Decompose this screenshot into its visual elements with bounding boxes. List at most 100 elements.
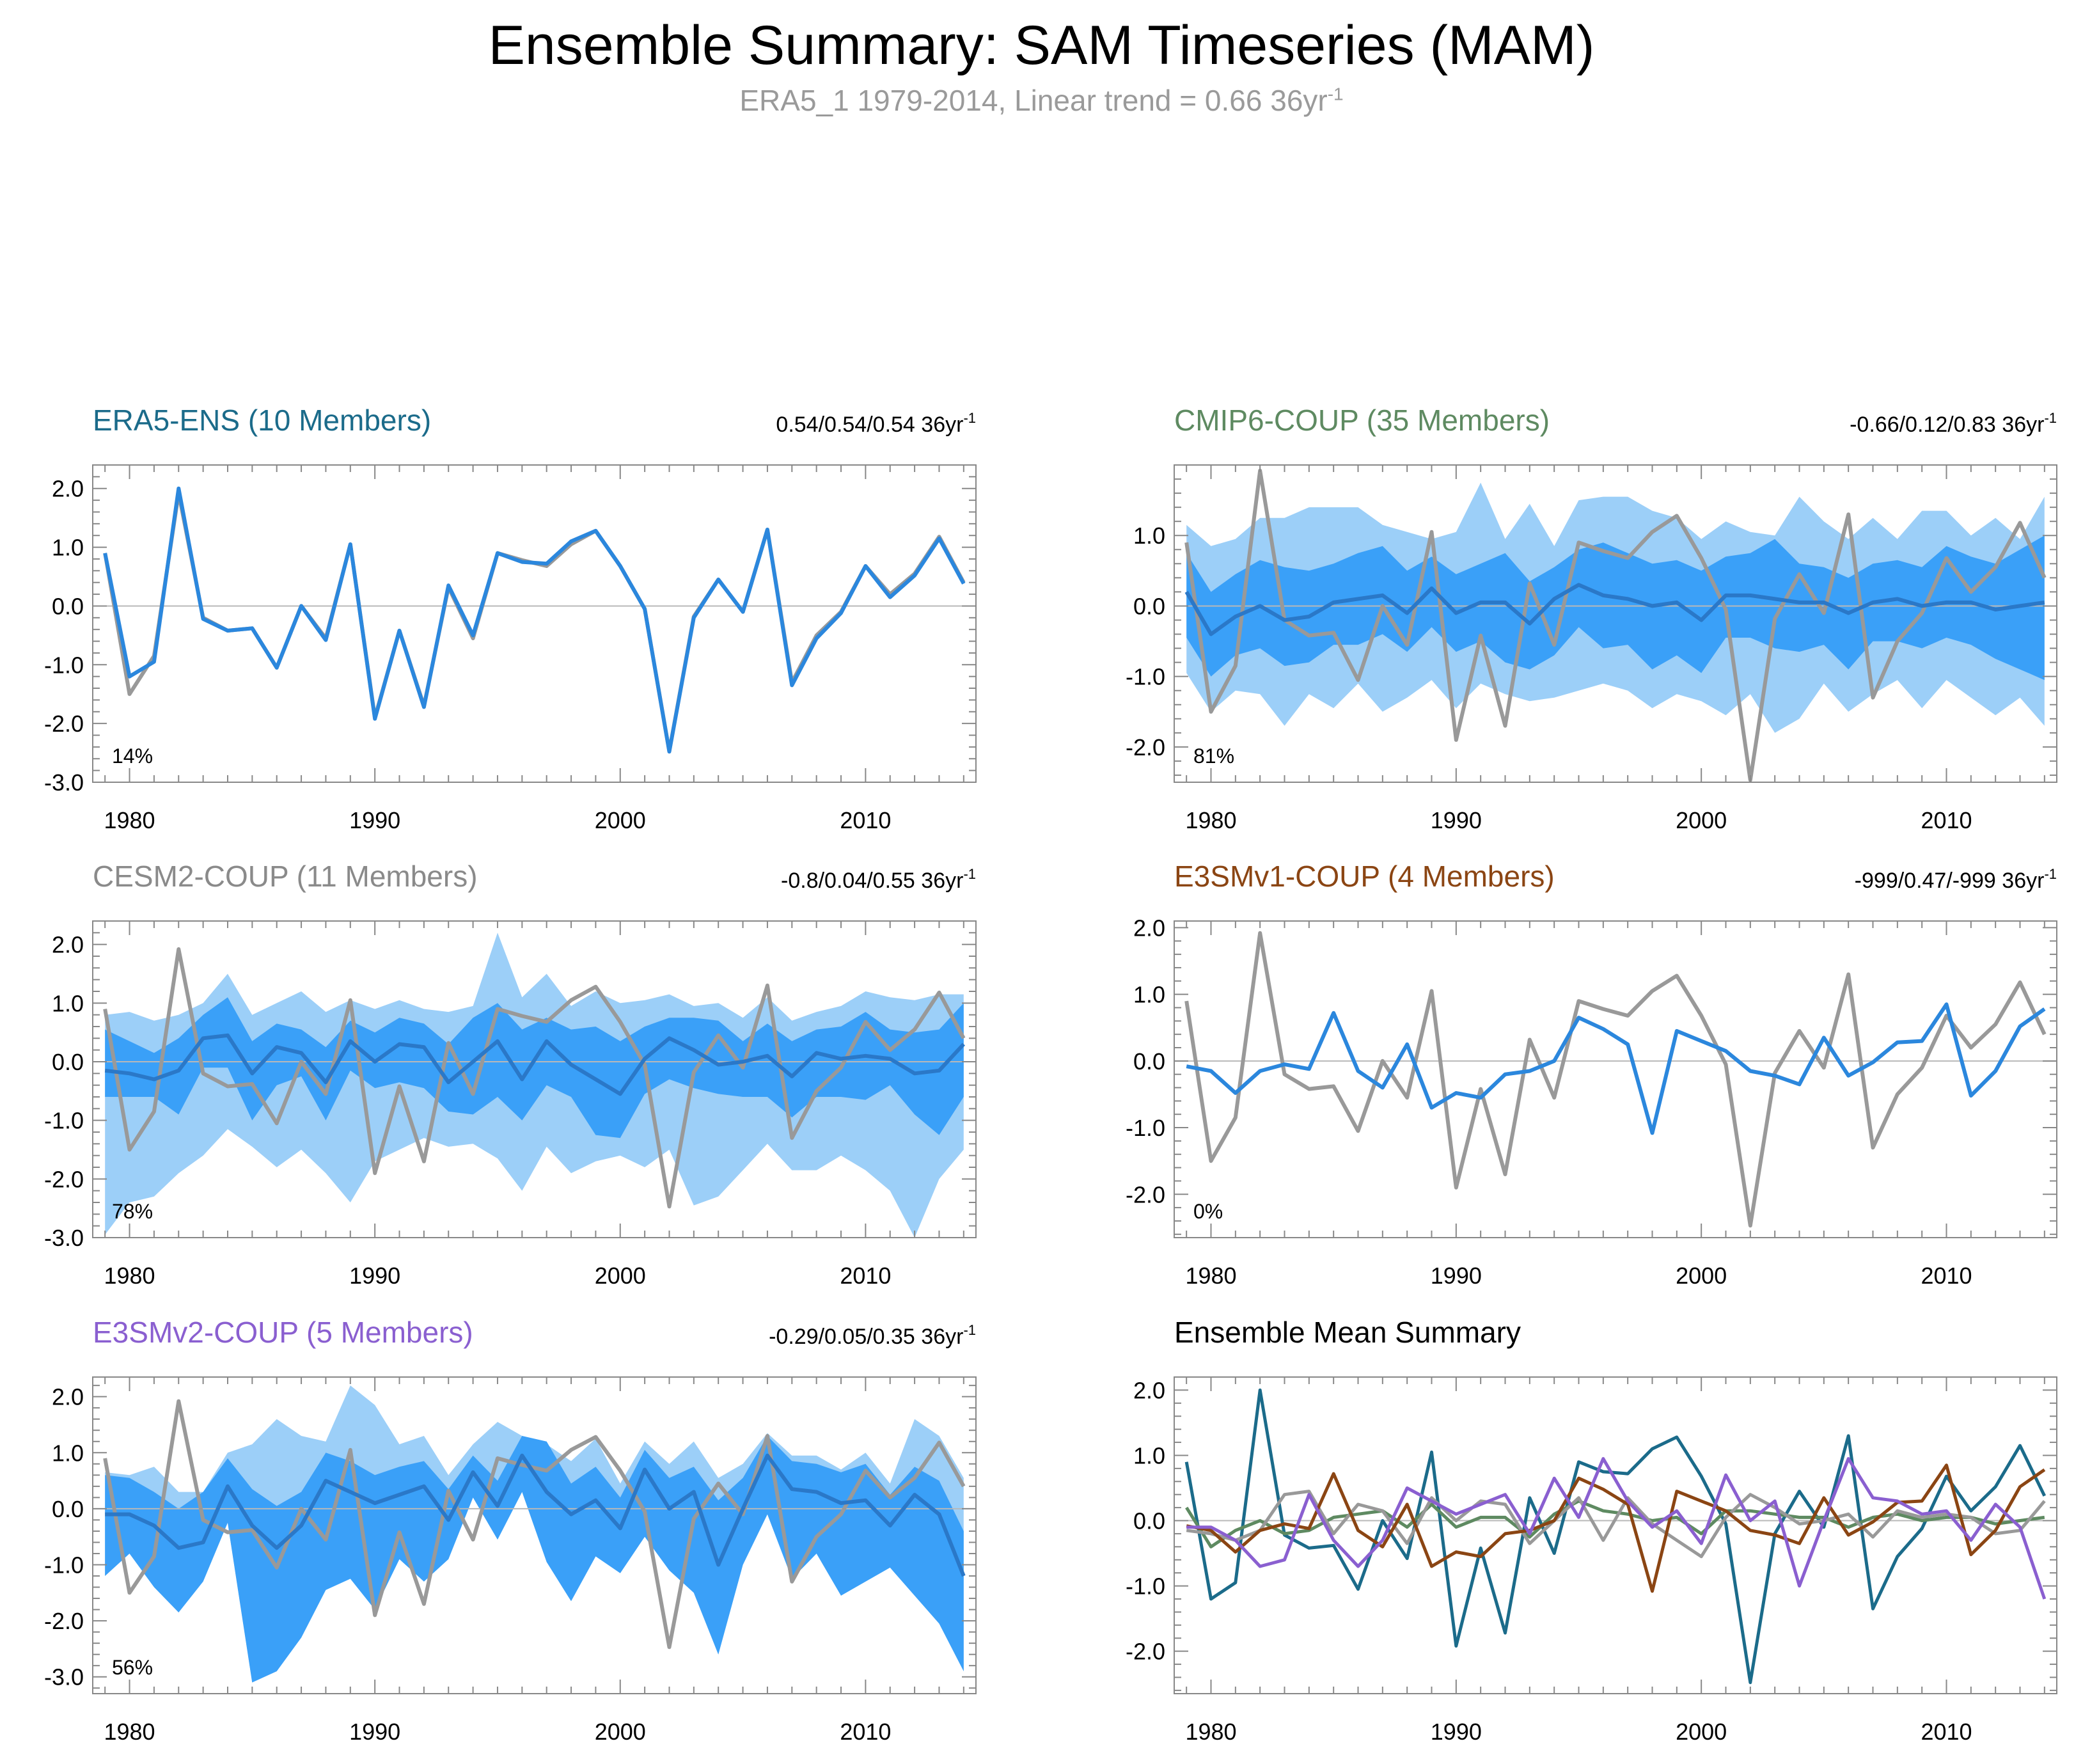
y-tick-label: 1.0 — [52, 990, 84, 1016]
y-tick-label: -1.0 — [44, 652, 84, 678]
inner-spread-band — [105, 997, 964, 1138]
y-tick-label: 2.0 — [52, 932, 84, 958]
x-tick-label: 1980 — [104, 1263, 155, 1289]
x-tick-label: 1990 — [349, 1719, 400, 1745]
y-tick-label: 1.0 — [1133, 982, 1165, 1008]
trend-value: -0.66/0.12/0.83 36yr — [1850, 413, 2044, 437]
y-tick-label: 2.0 — [1133, 1377, 1165, 1403]
observed-line — [1184, 931, 2047, 1228]
panel-era5: ERA5-ENS (10 Members) 0.54/0.54/0.54 36yr… — [44, 404, 977, 833]
plot-area-cmip6 — [1174, 468, 2057, 782]
y-tick-label: -3.0 — [44, 1225, 84, 1251]
y-tick-label: -1.0 — [44, 1108, 84, 1134]
percent-label: 81% — [1193, 744, 1234, 768]
plot-area-cesm2 — [93, 933, 976, 1238]
x-tick-label: 2000 — [595, 1263, 646, 1289]
panel-cmip6: CMIP6-COUP (35 Members) -0.66/0.12/0.83 3… — [1126, 404, 2057, 833]
y-tick-label: 0.0 — [1133, 1508, 1165, 1534]
inner-spread-band — [1186, 535, 2045, 681]
outer-spread-band — [105, 1385, 964, 1683]
x-tick-label: 1980 — [1185, 807, 1236, 833]
plot-frame — [92, 920, 977, 1238]
y-tick-label: -1.0 — [1126, 664, 1165, 690]
x-tick-label: 1990 — [1431, 1719, 1482, 1745]
y-tick-label: -2.0 — [1126, 1639, 1165, 1665]
y-tick-label: -3.0 — [44, 769, 84, 796]
percent-label: 0% — [1193, 1200, 1223, 1223]
x-tick-label: 1990 — [349, 1263, 400, 1289]
panel-title-summary: Ensemble Mean Summary — [1174, 1316, 1521, 1349]
subtitle-superscript: -1 — [1327, 84, 1344, 104]
y-tick-label: 0.0 — [1133, 1048, 1165, 1075]
plot-frame — [1174, 920, 2057, 1238]
y-tick-label: -1.0 — [1126, 1573, 1165, 1600]
plot-frame — [1174, 464, 2057, 783]
panel-title-era5: ERA5-ENS (10 Members) — [93, 404, 431, 437]
trend-superscript: -1 — [2044, 866, 2057, 882]
panel-title-cmip6: CMIP6-COUP (35 Members) — [1174, 404, 1550, 437]
trend-value: -999/0.47/-999 36yr — [1855, 869, 2045, 893]
x-tick-label: 1980 — [104, 1719, 155, 1745]
plot-area-e3smv1 — [1174, 931, 2057, 1228]
trend-superscript: -1 — [963, 410, 976, 426]
panel-title-e3smv1: E3SMv1-COUP (4 Members) — [1174, 860, 1555, 893]
ensemble-mean-line — [1184, 583, 2045, 636]
y-tick-label: -2.0 — [44, 711, 84, 737]
series-line-cesm2-coup — [1186, 1490, 2046, 1559]
x-tick-label: 2010 — [840, 1263, 891, 1289]
plot-area-era5 — [93, 486, 976, 754]
panel-e3smv1: E3SMv1-COUP (4 Members) -999/0.47/-999 36… — [1126, 860, 2057, 1289]
y-tick-label: 0.0 — [52, 1049, 84, 1075]
x-tick-label: 1980 — [1185, 1263, 1236, 1289]
trend-value: -0.8/0.04/0.55 36yr — [781, 869, 963, 893]
y-tick-label: 2.0 — [1133, 915, 1165, 941]
panel-e3smv2: E3SMv2-COUP (5 Members) -0.29/0.05/0.35 3… — [44, 1316, 977, 1745]
ensemble-mean-line — [105, 1453, 966, 1577]
trend-superscript: -1 — [963, 866, 976, 882]
x-tick-label: 2000 — [595, 1719, 646, 1745]
x-tick-label: 1990 — [349, 807, 400, 833]
y-tick-label: -2.0 — [1126, 1181, 1165, 1208]
x-tick-label: 1990 — [1431, 807, 1482, 833]
panel-summary: Ensemble Mean Summary 2.0 1.0 0.0 -1.0 -2.0 19… — [1126, 1316, 2057, 1745]
x-tick-label: 2010 — [840, 807, 891, 833]
x-tick-label: 2000 — [595, 807, 646, 833]
y-tick-label: 0.0 — [1133, 593, 1165, 619]
y-tick-label: -2.0 — [1126, 734, 1165, 760]
observed-line — [103, 947, 966, 1209]
y-tick-label: 1.0 — [1133, 523, 1165, 549]
trend-value: -0.29/0.05/0.35 36yr — [769, 1325, 963, 1349]
y-tick-label: -3.0 — [44, 1664, 84, 1690]
series-line-e3smv2-coup — [1186, 1457, 2047, 1600]
panel-cesm2: CESM2-COUP (11 Members) -0.8/0.04/0.55 36… — [44, 860, 977, 1289]
x-tick-label: 2010 — [840, 1719, 891, 1745]
series-line-cmip6-coup — [1185, 1499, 2045, 1548]
plot-area-e3smv2 — [93, 1385, 976, 1683]
y-tick-label: 1.0 — [52, 535, 84, 561]
y-tick-label: 1.0 — [1133, 1442, 1165, 1469]
y-tick-label: -1.0 — [1126, 1115, 1165, 1141]
observed-line — [103, 1399, 966, 1650]
page-title: Ensemble Summary: SAM Timeseries (MAM) — [488, 15, 1595, 76]
y-tick-label: 1.0 — [52, 1440, 84, 1466]
x-tick-label: 2000 — [1676, 807, 1727, 833]
percent-label: 14% — [112, 744, 153, 768]
y-tick-label: 2.0 — [52, 1384, 84, 1410]
y-tick-label: 0.0 — [52, 1496, 84, 1522]
panel-title-e3smv2: E3SMv2-COUP (5 Members) — [93, 1316, 473, 1349]
y-tick-label: 2.0 — [52, 476, 84, 502]
ensemble-mean-line — [103, 486, 966, 754]
x-tick-label: 1990 — [1431, 1263, 1482, 1289]
series-line-era5-ens — [1184, 1388, 2047, 1685]
trend-superscript: -1 — [2044, 410, 2057, 426]
plot-frame — [92, 464, 977, 783]
panel-trend-cesm2: -0.8/0.04/0.55 36yr-1 — [781, 866, 976, 893]
ensemble-mean-line — [1186, 1002, 2046, 1135]
x-tick-label: 2010 — [1921, 1719, 1972, 1745]
x-tick-label: 1980 — [1185, 1719, 1236, 1745]
subtitle-text: ERA5_1 1979-2014, Linear trend = 0.66 36… — [739, 84, 1328, 117]
ensemble-mean-line — [104, 1033, 965, 1096]
y-tick-label: -1.0 — [44, 1552, 84, 1578]
y-tick-label: 0.0 — [52, 593, 84, 619]
